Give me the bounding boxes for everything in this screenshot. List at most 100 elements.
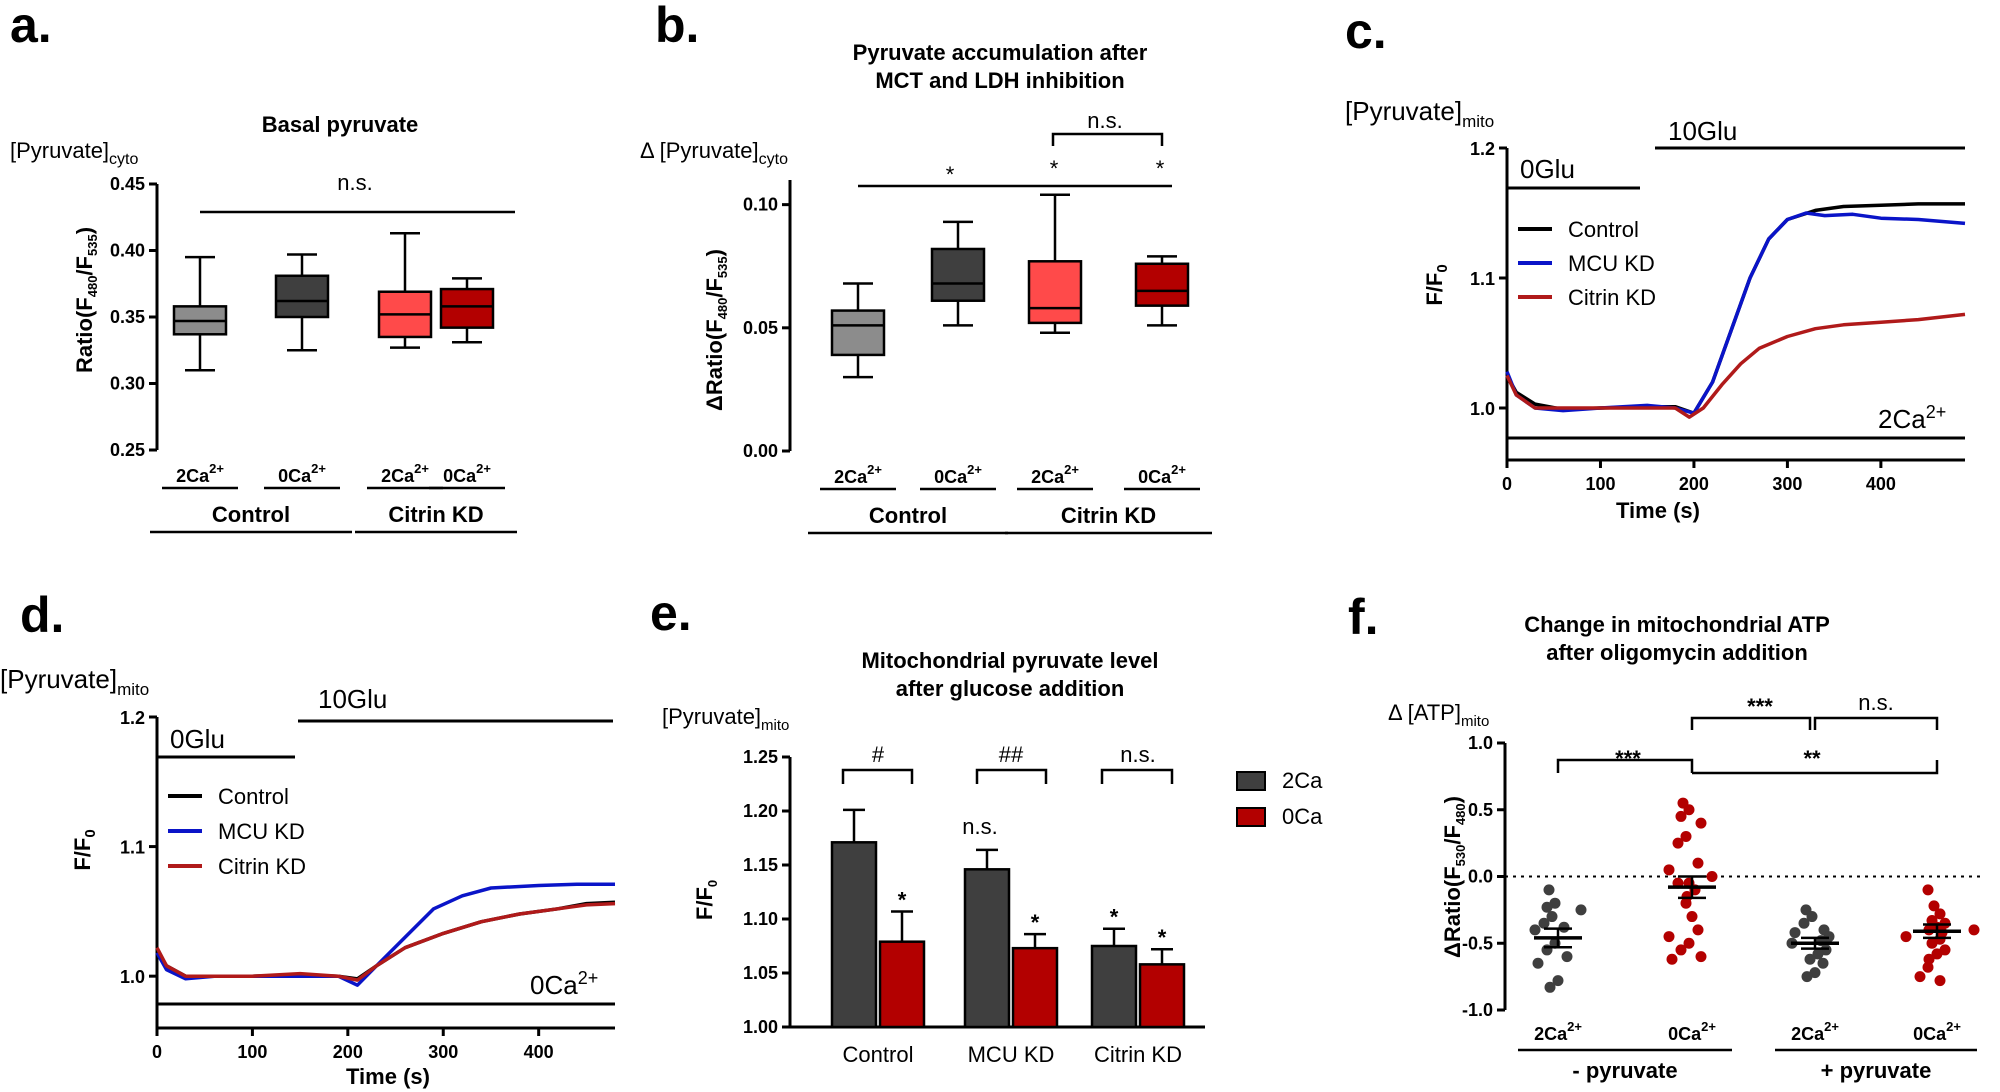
panel-a-title: Basal pyruvate bbox=[262, 112, 419, 137]
panel-e-ns-citrin: n.s. bbox=[1120, 742, 1155, 767]
panel-c-calcium-label: 2Ca2+ bbox=[1878, 402, 1946, 434]
panel-c-0glu-label: 0Glu bbox=[1520, 154, 1575, 184]
panel-b-ns-bracket bbox=[1051, 132, 1164, 146]
f-point bbox=[1683, 937, 1695, 949]
panel-e-ns-mcu: n.s. bbox=[962, 814, 997, 839]
f-category-label: 0Ca2+ bbox=[1913, 1019, 1961, 1044]
panel-f-plot: -1.0 -0.5 0.0 0.5 1.0 2Ca2+ 0Ca2+ 2Ca2+ 0Ca2+ - p… bbox=[1462, 733, 1985, 1083]
f-point bbox=[1675, 944, 1687, 956]
panel-b-letter: b. bbox=[655, 0, 699, 53]
panel-b-ns: n.s. bbox=[1087, 108, 1122, 133]
panel-f-s2: ** bbox=[1803, 746, 1821, 771]
f-point bbox=[1706, 871, 1718, 882]
panel-b-title-2: MCT and LDH inhibition bbox=[875, 68, 1124, 93]
e-star: * bbox=[1110, 905, 1119, 930]
f-point bbox=[1663, 931, 1675, 943]
f-point bbox=[1541, 901, 1553, 913]
e-category-label: MCU KD bbox=[968, 1042, 1055, 1067]
d-plot-series-citrin-kd bbox=[155, 901, 616, 982]
f-point bbox=[1900, 931, 1912, 943]
panel-c-plot: 1.0 1.1 1.2 0 100 200 300 400 bbox=[1470, 139, 1966, 494]
a-plot-ytick-label: 0.35 bbox=[110, 307, 145, 327]
c-plot-ytick-label: 1.2 bbox=[1470, 139, 1495, 159]
panel-e-hash-2: ## bbox=[999, 742, 1024, 767]
f-point bbox=[1804, 953, 1816, 965]
f-point bbox=[1789, 927, 1801, 939]
f-point bbox=[1926, 937, 1938, 949]
b-plot-category-label: 0Ca2+ bbox=[1138, 462, 1186, 487]
a-plot-category-label: 0Ca2+ bbox=[443, 461, 491, 486]
b-plot-ytick-label: 0.10 bbox=[743, 195, 778, 215]
panel-f-title-1: Change in mitochondrial ATP bbox=[1524, 612, 1830, 637]
panel-e-plot: 1.00 1.05 1.10 1.15 1.20 1.25 Control * MCU KD * C… bbox=[743, 747, 1205, 1067]
f-point bbox=[1692, 857, 1704, 869]
panel-e-ylabel-top: [Pyruvate]mito bbox=[662, 704, 789, 734]
panel-f-sig-2 bbox=[1690, 716, 1812, 730]
f-point bbox=[1529, 924, 1541, 936]
panel-b-star-1: * bbox=[946, 162, 955, 187]
panel-f-s3-b: *** bbox=[1747, 694, 1773, 719]
b-plot-group-label: Citrin KD bbox=[1061, 503, 1156, 528]
f-point bbox=[1680, 830, 1692, 842]
panel-d-xlabel: Time (s) bbox=[346, 1064, 430, 1089]
f-point bbox=[1968, 924, 1980, 936]
a-plot-category-label: 2Ca2+ bbox=[381, 461, 429, 486]
e-category-label: Control bbox=[843, 1042, 914, 1067]
e-star: * bbox=[898, 887, 907, 912]
panel-b-star-2: * bbox=[1050, 156, 1059, 181]
f-point bbox=[1934, 975, 1946, 987]
e-ytick-label: 1.25 bbox=[743, 747, 778, 767]
e-bar-0ca bbox=[1011, 946, 1059, 1029]
d-plot-xtick-label: 200 bbox=[333, 1042, 363, 1062]
e-star: * bbox=[1158, 925, 1167, 950]
panel-d-legend: Control MCU KD Citrin KD bbox=[168, 784, 306, 879]
b-plot-category-label: 2Ca2+ bbox=[1031, 462, 1079, 487]
a-plot-ytick-label: 0.45 bbox=[110, 174, 145, 194]
panel-d-0glu-label: 0Glu bbox=[170, 724, 225, 754]
panel-f-sig-1 bbox=[1556, 758, 1694, 773]
d-plot-ytick-label: 1.1 bbox=[120, 838, 145, 858]
panel-f-ylabel-top: Δ [ATP]mito bbox=[1388, 700, 1489, 730]
f-ytick-label: 0.0 bbox=[1468, 867, 1493, 887]
e-ytick-label: 1.10 bbox=[743, 909, 778, 929]
d-plot-ytick-label: 1.0 bbox=[120, 967, 145, 987]
c-legend-label: Citrin KD bbox=[1568, 285, 1656, 310]
panel-e-title-1: Mitochondrial pyruvate level bbox=[861, 648, 1158, 673]
f-ytick-label: -1.0 bbox=[1462, 1000, 1493, 1020]
a-plot-ytick-label: 0.30 bbox=[110, 374, 145, 394]
f-ytick-label: -0.5 bbox=[1462, 933, 1493, 953]
f-point bbox=[1666, 953, 1678, 965]
f-point bbox=[1798, 917, 1810, 929]
b-plot-category-label: 2Ca2+ bbox=[834, 462, 882, 487]
f-point bbox=[1546, 911, 1558, 923]
e-bar-2ca bbox=[1090, 944, 1138, 1029]
b-plot-group-label: Control bbox=[869, 503, 947, 528]
f-point bbox=[1695, 951, 1707, 963]
panel-d-ylabel: F/F0 bbox=[70, 829, 99, 870]
f-point bbox=[1695, 817, 1707, 829]
f-point bbox=[1928, 900, 1940, 912]
f-point bbox=[1817, 957, 1829, 969]
panel-a-ylabel-top: [Pyruvate]cyto bbox=[10, 138, 138, 168]
a-plot-box bbox=[274, 274, 330, 319]
panel-d-10glu-label: 10Glu bbox=[318, 684, 387, 714]
panel-a: a. Basal pyruvate [Pyruvate]cyto Ratio(F… bbox=[10, 0, 517, 534]
f-point bbox=[1683, 804, 1695, 816]
panel-b-star-3: * bbox=[1156, 156, 1165, 181]
d-plot-xtick-label: 100 bbox=[237, 1042, 267, 1062]
panel-b-ylabel: ΔRatio(F480/F535) bbox=[702, 249, 730, 411]
e-ytick-label: 1.05 bbox=[743, 963, 778, 983]
e-legend-label: 0Ca bbox=[1282, 804, 1323, 829]
f-group-label: + pyruvate bbox=[1821, 1058, 1932, 1083]
panel-f: f. Change in mitochondrial ATP after oli… bbox=[1348, 589, 1985, 1083]
f-point bbox=[1692, 924, 1704, 936]
e-ytick-label: 1.15 bbox=[743, 855, 778, 875]
f-point bbox=[1934, 908, 1946, 920]
f-ytick-label: 0.5 bbox=[1468, 800, 1493, 820]
e-ytick-label: 1.20 bbox=[743, 801, 778, 821]
c-plot-xtick-label: 400 bbox=[1866, 474, 1896, 494]
panel-d-plot: 1.0 1.1 1.2 0 100 200 300 400 bbox=[120, 708, 616, 1062]
panel-d-ylabel-top: [Pyruvate]mito bbox=[0, 664, 149, 699]
a-plot-ytick-label: 0.25 bbox=[110, 440, 145, 460]
